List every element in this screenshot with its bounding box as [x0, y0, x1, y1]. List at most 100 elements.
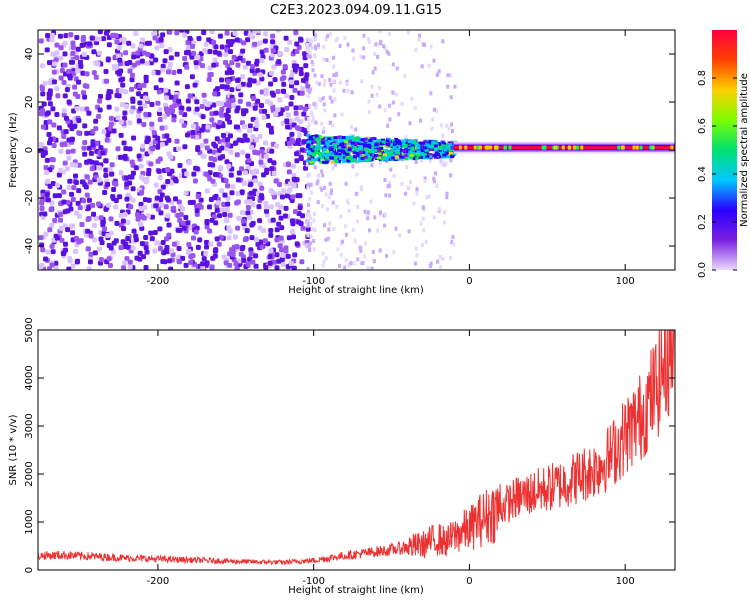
- noise-cell: [49, 243, 55, 249]
- noise-cell: [159, 125, 165, 131]
- noise-cell: [65, 208, 71, 214]
- noise-cell: [270, 217, 276, 223]
- fade-cell: [370, 84, 374, 89]
- noise-cell: [149, 121, 155, 127]
- noise-cell: [81, 51, 87, 57]
- fade-cell: [317, 82, 321, 87]
- band-cell: [370, 153, 375, 157]
- noise-cell: [143, 245, 149, 251]
- noise-cell: [42, 80, 48, 86]
- band-cell: [452, 152, 457, 156]
- noise-cell: [138, 206, 144, 212]
- noise-cell: [129, 77, 135, 83]
- noise-cell: [182, 55, 188, 61]
- fade-cell: [331, 166, 335, 171]
- fade-cell: [386, 123, 390, 128]
- noise-cell: [249, 222, 255, 228]
- band-cell: [404, 151, 409, 155]
- band-cell: [361, 150, 366, 154]
- fade-cell: [321, 129, 325, 134]
- band-cell: [406, 155, 411, 159]
- noise-cell: [210, 162, 216, 168]
- colorbar-gradient: [712, 30, 737, 270]
- fade-cell: [383, 177, 387, 182]
- fade-cell: [374, 42, 378, 47]
- fade-cell: [338, 44, 342, 49]
- noise-cell: [46, 95, 52, 101]
- noise-cell: [155, 144, 161, 150]
- band-cell: [312, 140, 317, 144]
- fade-cell: [316, 179, 320, 184]
- noise-cell: [217, 155, 223, 161]
- fade-cell: [391, 62, 395, 67]
- fade-cell: [355, 172, 359, 177]
- noise-cell: [130, 96, 136, 102]
- fade-cell: [326, 34, 330, 39]
- noise-cell: [205, 102, 211, 108]
- fade-cell: [328, 32, 332, 37]
- noise-cell: [114, 220, 120, 226]
- fade-cell: [387, 31, 391, 36]
- noise-cell: [117, 57, 123, 63]
- noise-cell: [47, 119, 53, 125]
- noise-cell: [253, 253, 259, 259]
- noise-cell: [110, 249, 116, 255]
- band-cell: [440, 147, 445, 151]
- noise-cell: [73, 179, 79, 185]
- fade-cell: [343, 224, 347, 229]
- noise-cell: [245, 153, 251, 159]
- noise-cell: [259, 49, 265, 55]
- noise-cell: [124, 181, 130, 187]
- noise-cell: [279, 76, 285, 82]
- fade-cell: [382, 44, 386, 49]
- band-cell: [404, 157, 409, 161]
- noise-cell: [176, 258, 182, 264]
- noise-cell: [123, 145, 129, 151]
- fade-cell: [306, 88, 310, 93]
- noise-cell: [148, 230, 154, 236]
- noise-cell: [271, 170, 277, 176]
- noise-cell: [289, 131, 295, 137]
- noise-cell: [155, 135, 161, 141]
- noise-cell: [178, 110, 184, 116]
- noise-cell: [245, 204, 251, 210]
- fade-cell: [422, 228, 426, 233]
- noise-cell: [149, 236, 155, 242]
- noise-cell: [183, 215, 189, 221]
- noise-cell: [128, 204, 134, 210]
- noise-cell: [162, 58, 168, 64]
- noise-cell: [298, 118, 304, 124]
- fade-cell: [349, 125, 353, 130]
- noise-cell: [262, 108, 268, 114]
- band-cell: [389, 150, 394, 154]
- band-cell: [339, 143, 344, 147]
- band-cell: [415, 156, 420, 160]
- noise-cell: [125, 219, 131, 225]
- fade-cell: [331, 79, 335, 84]
- fade-cell: [363, 241, 367, 246]
- noise-cell: [225, 39, 231, 45]
- fade-cell: [404, 191, 408, 196]
- noise-cell: [231, 54, 237, 60]
- noise-cell: [49, 32, 55, 38]
- spectrogram-marks: [38, 30, 675, 270]
- noise-cell: [93, 118, 99, 124]
- noise-cell: [145, 51, 151, 57]
- fade-cell: [421, 205, 425, 210]
- noise-cell: [143, 264, 149, 270]
- noise-cell: [237, 98, 243, 104]
- noise-cell: [271, 64, 277, 70]
- noise-cell: [285, 124, 291, 130]
- fade-cell: [312, 102, 316, 107]
- band-cell: [434, 152, 439, 156]
- band-cell: [353, 154, 358, 158]
- noise-cell: [171, 205, 177, 211]
- fade-cell: [414, 159, 418, 164]
- band-cell: [370, 148, 375, 152]
- band-cell: [332, 149, 337, 153]
- noise-cell: [221, 201, 227, 207]
- noise-cell: [188, 254, 194, 260]
- band-cell: [381, 140, 386, 144]
- noise-cell: [256, 204, 262, 210]
- fade-cell: [446, 84, 450, 89]
